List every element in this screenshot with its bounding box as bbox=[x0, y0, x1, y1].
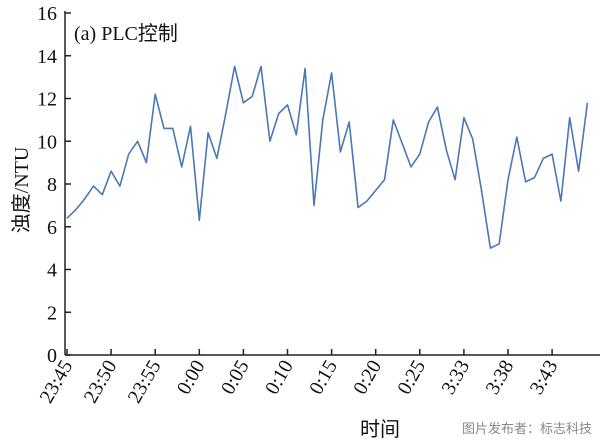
x-tick-label: 0:05 bbox=[217, 357, 254, 399]
y-tick-label: 8 bbox=[47, 174, 57, 196]
x-tick-label: 0:10 bbox=[261, 357, 298, 399]
y-tick-label: 10 bbox=[37, 131, 57, 153]
x-tick-label: 0:00 bbox=[173, 357, 210, 399]
x-tick-label: 0:15 bbox=[305, 357, 342, 399]
x-axis-label: 时间 bbox=[360, 418, 400, 440]
y-tick-label: 16 bbox=[37, 3, 57, 25]
y-tick-label: 2 bbox=[47, 302, 57, 324]
watermark: 图片发布者：标志科技 bbox=[462, 421, 592, 437]
y-axis-label: 浊度/NTU bbox=[10, 146, 33, 233]
y-tick-label: 6 bbox=[47, 217, 57, 239]
x-tick-label: 3:33 bbox=[437, 357, 474, 399]
x-tick-label: 23:50 bbox=[80, 357, 122, 407]
series-line-turbidity bbox=[66, 65, 589, 249]
x-tick-label: 23:55 bbox=[124, 357, 166, 407]
y-tick-label: 14 bbox=[37, 46, 57, 68]
x-tick-label: 0:25 bbox=[393, 357, 430, 399]
x-tick-label: 3:43 bbox=[526, 357, 563, 399]
x-tick-label: 3:38 bbox=[481, 357, 518, 399]
y-tick-label: 12 bbox=[37, 89, 57, 111]
axes: 0 2 4 6 8 10 12 14 16 23:45 23:50 23:55 0:00 0:05 0:10… bbox=[35, 3, 600, 407]
x-tick-label: 0:20 bbox=[349, 357, 386, 399]
x-tick-label: 23:45 bbox=[35, 357, 77, 407]
y-tick-label: 0 bbox=[47, 345, 57, 367]
y-tick-label: 4 bbox=[47, 260, 57, 282]
chart-title: (a) PLC控制 bbox=[74, 22, 178, 45]
